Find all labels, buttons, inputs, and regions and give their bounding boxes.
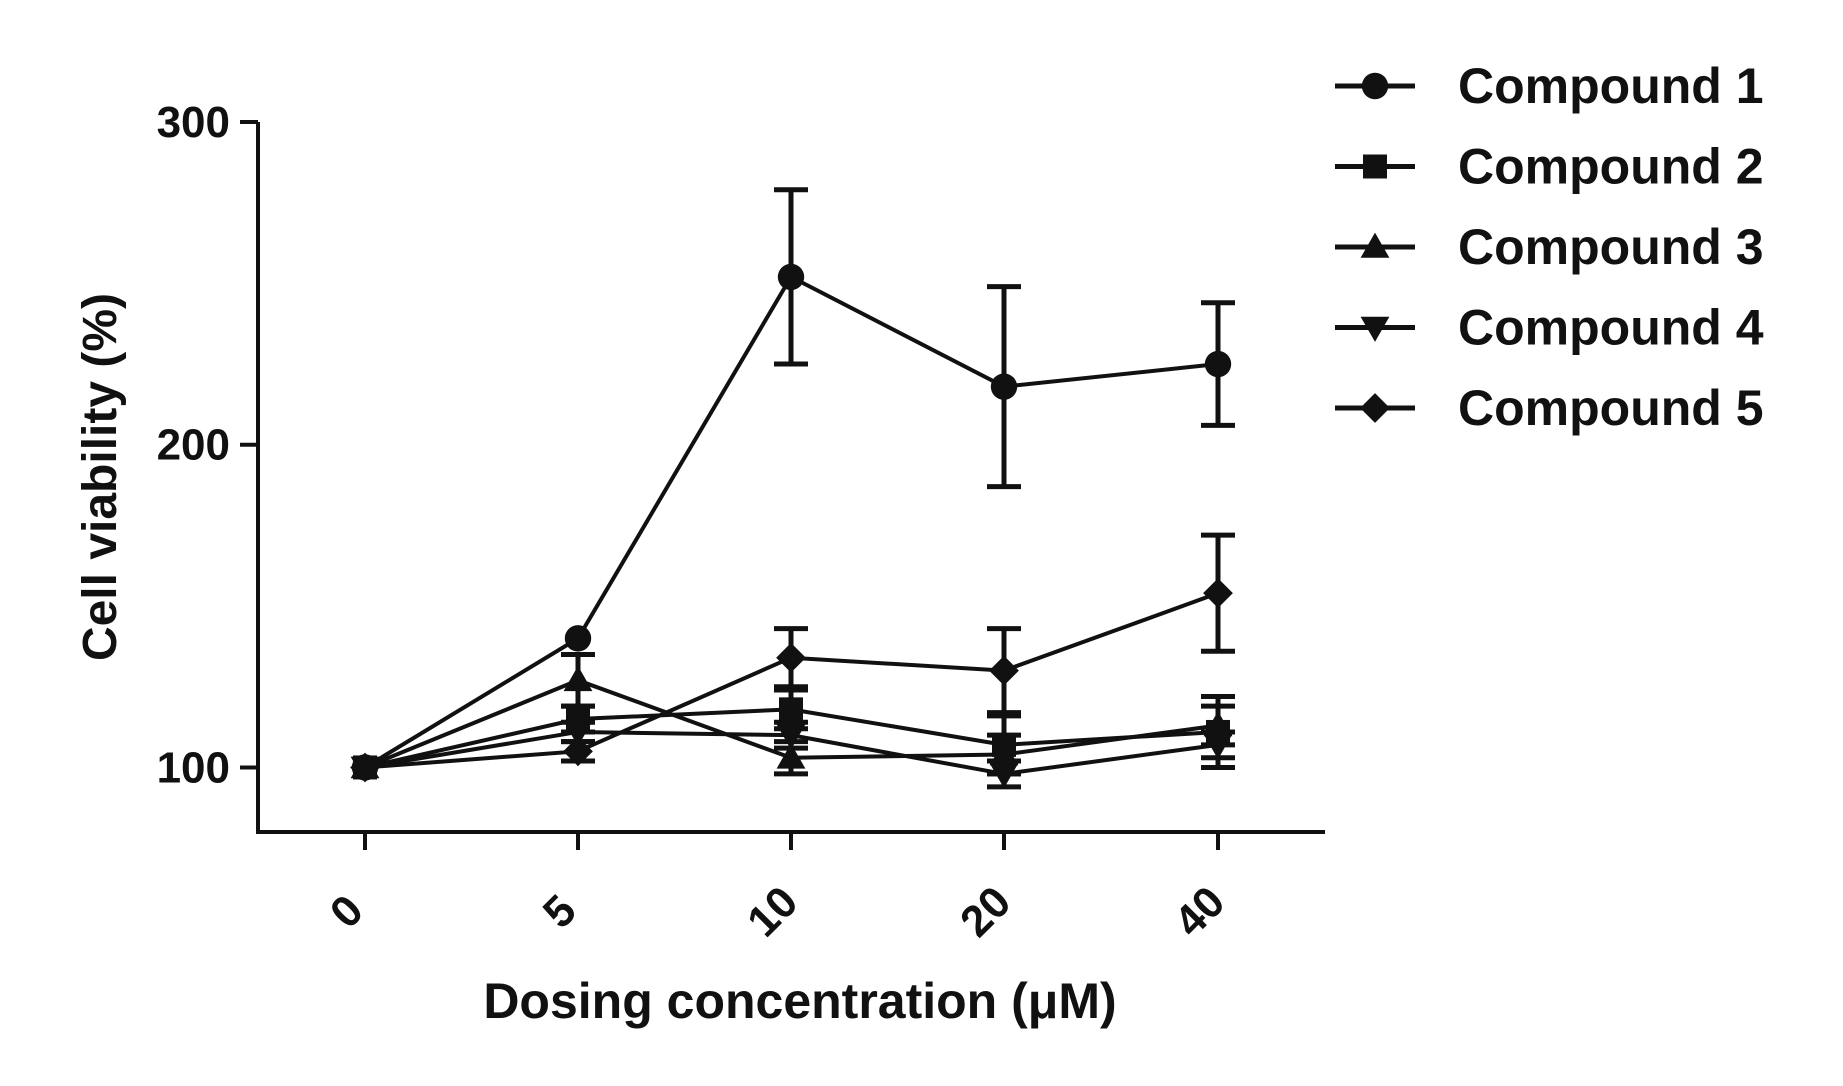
legend: Compound 1 Compound 2 Compound 3 Compound 4… bbox=[1335, 58, 1764, 436]
x-tick-label: 40 bbox=[1165, 877, 1234, 946]
data-point bbox=[990, 373, 1018, 400]
data-point bbox=[989, 763, 1019, 789]
legend-marker bbox=[1360, 316, 1390, 342]
data-point bbox=[1203, 578, 1233, 609]
legend-item: Compound 4 bbox=[1335, 300, 1764, 356]
axes-layer: 100 200 300 0 5 10 20 40 bbox=[157, 98, 1325, 946]
legend-label: Compound 4 bbox=[1458, 300, 1764, 356]
data-point bbox=[776, 743, 806, 769]
legend-label: Compound 2 bbox=[1458, 139, 1764, 195]
data-point bbox=[564, 625, 592, 652]
x-tick-label: 5 bbox=[534, 886, 586, 938]
y-tick-label: 100 bbox=[157, 743, 230, 792]
legend-marker bbox=[1360, 393, 1390, 423]
legend-item: Compound 5 bbox=[1335, 380, 1764, 436]
data-point bbox=[1204, 350, 1232, 378]
x-tick-label: 20 bbox=[951, 877, 1020, 946]
data-point bbox=[989, 655, 1019, 686]
legend-marker bbox=[1360, 232, 1390, 258]
x-tick-label: 0 bbox=[321, 886, 373, 938]
legend-label: Compound 5 bbox=[1458, 380, 1764, 436]
data-point bbox=[563, 665, 593, 692]
data-point bbox=[776, 724, 806, 750]
data-point bbox=[779, 697, 803, 722]
data-point bbox=[1203, 734, 1233, 760]
legend-item: Compound 2 bbox=[1335, 139, 1764, 195]
legend-item: Compound 3 bbox=[1335, 219, 1764, 275]
data-point bbox=[563, 721, 593, 747]
series-layer bbox=[350, 187, 1235, 790]
data-point bbox=[563, 736, 593, 767]
x-tick-label: 10 bbox=[738, 877, 807, 946]
data-point bbox=[776, 642, 806, 673]
legend-label: Compound 3 bbox=[1458, 219, 1764, 275]
y-axis-title: Cell viability (%) bbox=[74, 293, 127, 661]
legend-marker bbox=[1363, 154, 1387, 179]
data-point bbox=[777, 263, 805, 291]
x-axis-title: Dosing concentration (μM) bbox=[483, 973, 1116, 1029]
legend-item: Compound 1 bbox=[1335, 58, 1764, 114]
legend-marker bbox=[1361, 72, 1389, 100]
y-tick-label: 300 bbox=[157, 98, 230, 147]
legend-label: Compound 1 bbox=[1458, 58, 1764, 114]
y-tick-label: 200 bbox=[157, 421, 230, 470]
series-5 bbox=[350, 532, 1235, 783]
data-point bbox=[350, 752, 380, 783]
